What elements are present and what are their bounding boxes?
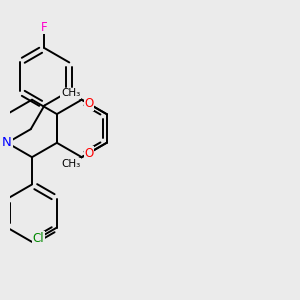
Text: CH₃: CH₃ — [61, 88, 80, 98]
Text: Cl: Cl — [32, 232, 44, 245]
Text: N: N — [2, 136, 12, 149]
Text: F: F — [41, 21, 48, 34]
Text: O: O — [84, 147, 93, 160]
Text: CH₃: CH₃ — [61, 159, 80, 169]
Text: O: O — [84, 97, 93, 110]
